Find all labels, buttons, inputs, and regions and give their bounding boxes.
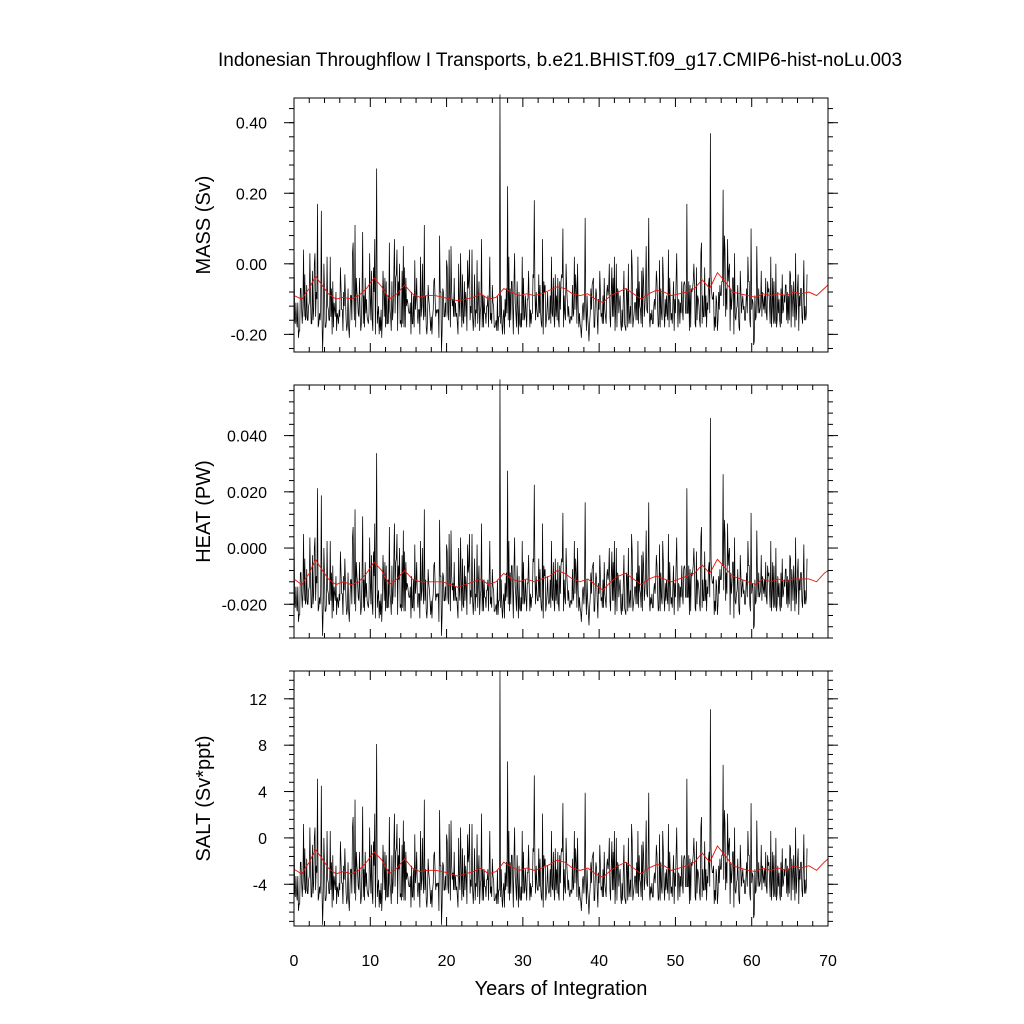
plot-frame <box>293 670 829 927</box>
y-tick-label: 8 <box>258 738 267 755</box>
y-tick-label: 0 <box>258 831 267 848</box>
x-tick-label: 50 <box>667 953 685 970</box>
monthly-series-line <box>293 379 808 636</box>
plot-frame <box>293 97 829 353</box>
x-tick-label: 60 <box>743 953 761 970</box>
x-tick-label: 30 <box>514 953 532 970</box>
smoothed-series-line <box>293 845 829 878</box>
smoothed-series-line <box>293 271 829 304</box>
y-tick-label: 0.000 <box>227 541 267 558</box>
y-tick-label: -4 <box>253 877 267 894</box>
y-tick-label: -0.20 <box>231 327 268 344</box>
chart-title: Indonesian Throughflow I Transports, b.e… <box>218 50 902 71</box>
monthly-series-line <box>293 670 808 925</box>
y-tick-label: 12 <box>249 692 267 709</box>
monthly-series-line <box>293 94 808 353</box>
smoothed-series-line <box>293 558 829 591</box>
x-axis-label: Years of Integration <box>475 978 648 1000</box>
y-axis-label: SALT (Sv*ppt) <box>193 736 215 862</box>
x-tick-label: 40 <box>590 953 608 970</box>
y-tick-label: 0.00 <box>236 257 267 274</box>
y-tick-label: -0.020 <box>222 597 267 614</box>
y-tick-label: 0.40 <box>236 116 267 133</box>
panel-2: -0.020 0.000 0.020 0.040 HEAT (PW) <box>193 379 838 639</box>
x-tick-label: 70 <box>819 953 837 970</box>
panel-1: -0.20 0.00 0.20 0.40 MASS (Sv) <box>193 94 838 353</box>
y-tick-label: 0.040 <box>227 429 267 446</box>
x-tick-label: 10 <box>361 953 379 970</box>
x-tick-label: 20 <box>438 953 456 970</box>
panel-3: -4 0 4 8 12 SALT (Sv*ppt) <box>193 670 838 927</box>
x-tick-label: 0 <box>290 953 299 970</box>
plot-frame <box>293 384 829 639</box>
y-tick-label: 0.020 <box>227 485 267 502</box>
panels: -0.20 0.00 0.20 0.40 MASS (Sv) -0.020 0.000 0.0… <box>193 94 838 927</box>
y-axis-label: MASS (Sv) <box>193 176 215 275</box>
y-tick-label: 0.20 <box>236 186 267 203</box>
y-axis-label: HEAT (PW) <box>193 460 215 563</box>
y-tick-label: 4 <box>258 785 267 802</box>
x-axis: 0 10 20 30 40 50 60 70 <box>290 953 837 970</box>
